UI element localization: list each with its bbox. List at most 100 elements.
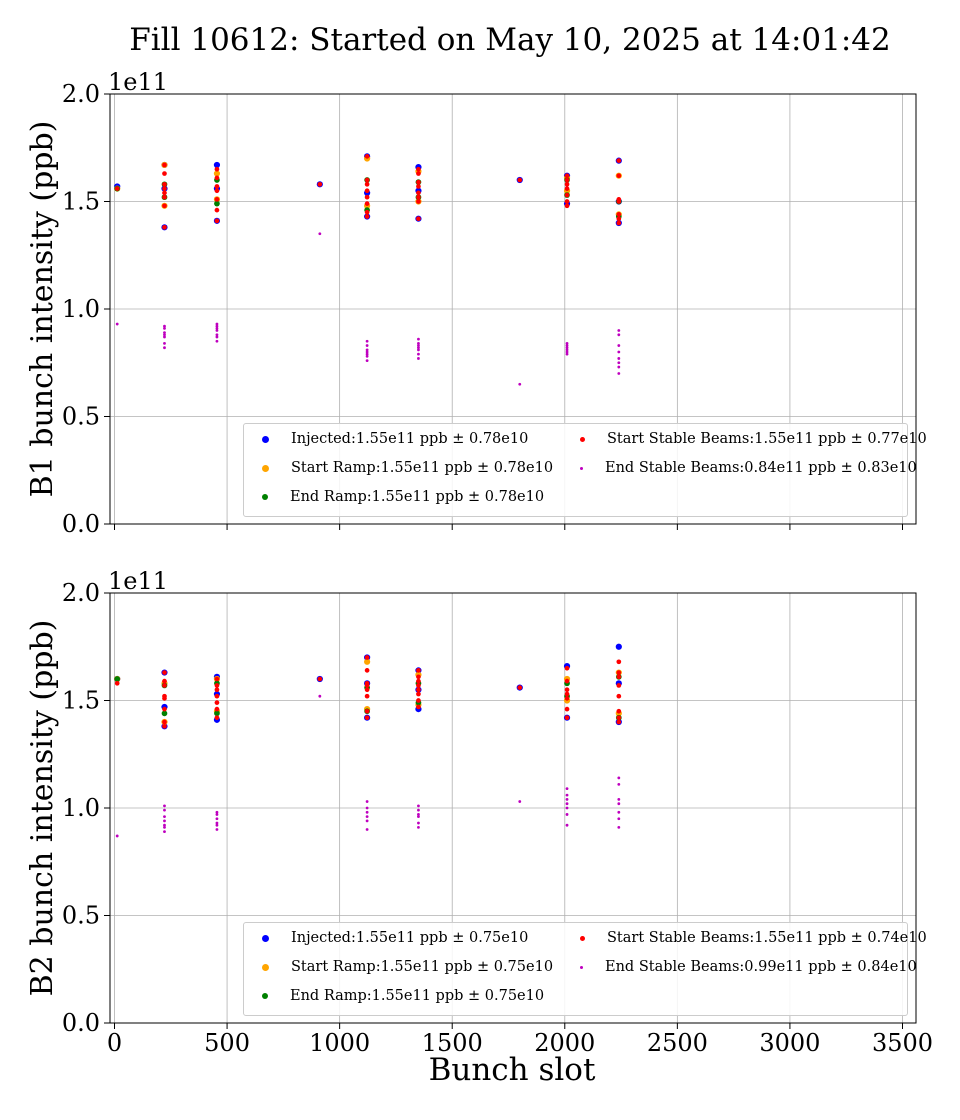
data-point bbox=[162, 203, 167, 209]
data-point bbox=[565, 346, 569, 350]
data-point bbox=[114, 186, 120, 191]
data-point bbox=[162, 723, 167, 729]
data-point bbox=[162, 171, 167, 176]
data-point bbox=[617, 350, 621, 354]
data-point bbox=[214, 218, 220, 224]
legend-label: Start Ramp:1.55e11 ppb ± 0.75e10 bbox=[291, 959, 554, 975]
data-point bbox=[518, 382, 522, 386]
data-point bbox=[616, 683, 622, 688]
data-point bbox=[162, 683, 167, 688]
data-point bbox=[416, 683, 421, 688]
data-point bbox=[565, 352, 569, 356]
data-point bbox=[364, 177, 370, 183]
legend-marker bbox=[262, 993, 268, 999]
data-point bbox=[162, 693, 167, 699]
y-offset-label: 1e11 bbox=[108, 68, 168, 96]
data-point bbox=[364, 181, 370, 187]
y-tick-label: 1.5 bbox=[62, 188, 100, 216]
data-point bbox=[417, 337, 420, 341]
data-point bbox=[114, 676, 121, 682]
data-point bbox=[163, 819, 166, 823]
data-point bbox=[616, 719, 622, 725]
data-point bbox=[617, 802, 621, 806]
legend-marker bbox=[262, 494, 268, 500]
data-point bbox=[365, 352, 369, 356]
data-point bbox=[365, 344, 369, 347]
legend-marker bbox=[262, 435, 269, 443]
data-point bbox=[215, 339, 219, 343]
data-point bbox=[616, 670, 622, 675]
data-point bbox=[365, 819, 369, 823]
x-tick-label: 0 bbox=[107, 1029, 122, 1057]
y-tick-label: 2.0 bbox=[62, 579, 100, 607]
data-point bbox=[565, 350, 569, 354]
data-point bbox=[617, 372, 621, 375]
data-point bbox=[162, 706, 167, 712]
data-point bbox=[617, 782, 621, 786]
data-point bbox=[364, 668, 370, 673]
legend-item: Injected:1.55e11 ppb ± 0.75e10 bbox=[262, 930, 528, 946]
data-point bbox=[214, 200, 220, 207]
data-point bbox=[564, 203, 570, 209]
data-point bbox=[564, 199, 570, 204]
data-point bbox=[364, 693, 370, 699]
data-point bbox=[564, 696, 570, 701]
data-point bbox=[215, 810, 219, 814]
data-point bbox=[162, 162, 167, 168]
data-point bbox=[214, 166, 220, 172]
legend-label: Start Ramp:1.55e11 ppb ± 0.78e10 bbox=[291, 460, 554, 476]
data-point bbox=[617, 798, 621, 801]
data-point bbox=[617, 825, 621, 829]
data-point bbox=[565, 342, 569, 345]
data-point bbox=[215, 828, 219, 831]
data-point bbox=[416, 171, 421, 176]
data-point bbox=[564, 186, 570, 191]
x-tick-label: 2500 bbox=[647, 1029, 708, 1057]
data-point bbox=[417, 342, 420, 345]
data-point bbox=[617, 817, 621, 821]
data-point bbox=[616, 212, 622, 217]
data-point bbox=[518, 800, 522, 803]
data-point bbox=[565, 787, 569, 791]
data-point bbox=[416, 179, 421, 185]
legend-marker bbox=[580, 965, 583, 969]
data-point bbox=[417, 352, 420, 356]
data-point bbox=[416, 678, 421, 684]
data-point bbox=[416, 166, 421, 172]
data-point bbox=[617, 365, 621, 369]
x-tick-label: 3500 bbox=[872, 1029, 933, 1057]
data-point bbox=[215, 823, 219, 827]
data-point bbox=[163, 342, 166, 345]
data-point bbox=[616, 197, 622, 202]
data-point bbox=[215, 329, 219, 332]
legend-item: End Stable Beams:0.99e11 ppb ± 0.84e10 bbox=[580, 959, 917, 975]
data-point bbox=[617, 361, 621, 365]
data-point bbox=[565, 798, 569, 801]
data-point bbox=[416, 199, 421, 204]
data-point bbox=[213, 161, 221, 169]
data-point bbox=[214, 188, 220, 194]
data-point bbox=[616, 674, 622, 680]
data-point bbox=[365, 339, 369, 343]
data-point bbox=[517, 685, 523, 690]
legend-marker bbox=[580, 466, 583, 470]
data-point bbox=[162, 670, 167, 675]
data-point bbox=[364, 708, 370, 714]
x-tick-label: 3000 bbox=[759, 1029, 820, 1057]
legend-item: Injected:1.55e11 ppb ± 0.78e10 bbox=[262, 431, 528, 447]
data-point bbox=[565, 802, 569, 806]
data-point bbox=[364, 687, 370, 693]
data-point bbox=[617, 344, 621, 347]
data-point bbox=[163, 335, 166, 339]
data-point bbox=[214, 706, 220, 712]
data-point bbox=[213, 170, 221, 177]
data-point bbox=[163, 823, 166, 827]
data-point bbox=[564, 177, 570, 183]
data-point bbox=[364, 194, 370, 200]
data-point bbox=[365, 815, 369, 818]
data-point bbox=[163, 830, 166, 834]
data-point bbox=[364, 201, 370, 206]
data-point bbox=[564, 181, 570, 187]
y-tick-label: 0.0 bbox=[62, 510, 100, 538]
